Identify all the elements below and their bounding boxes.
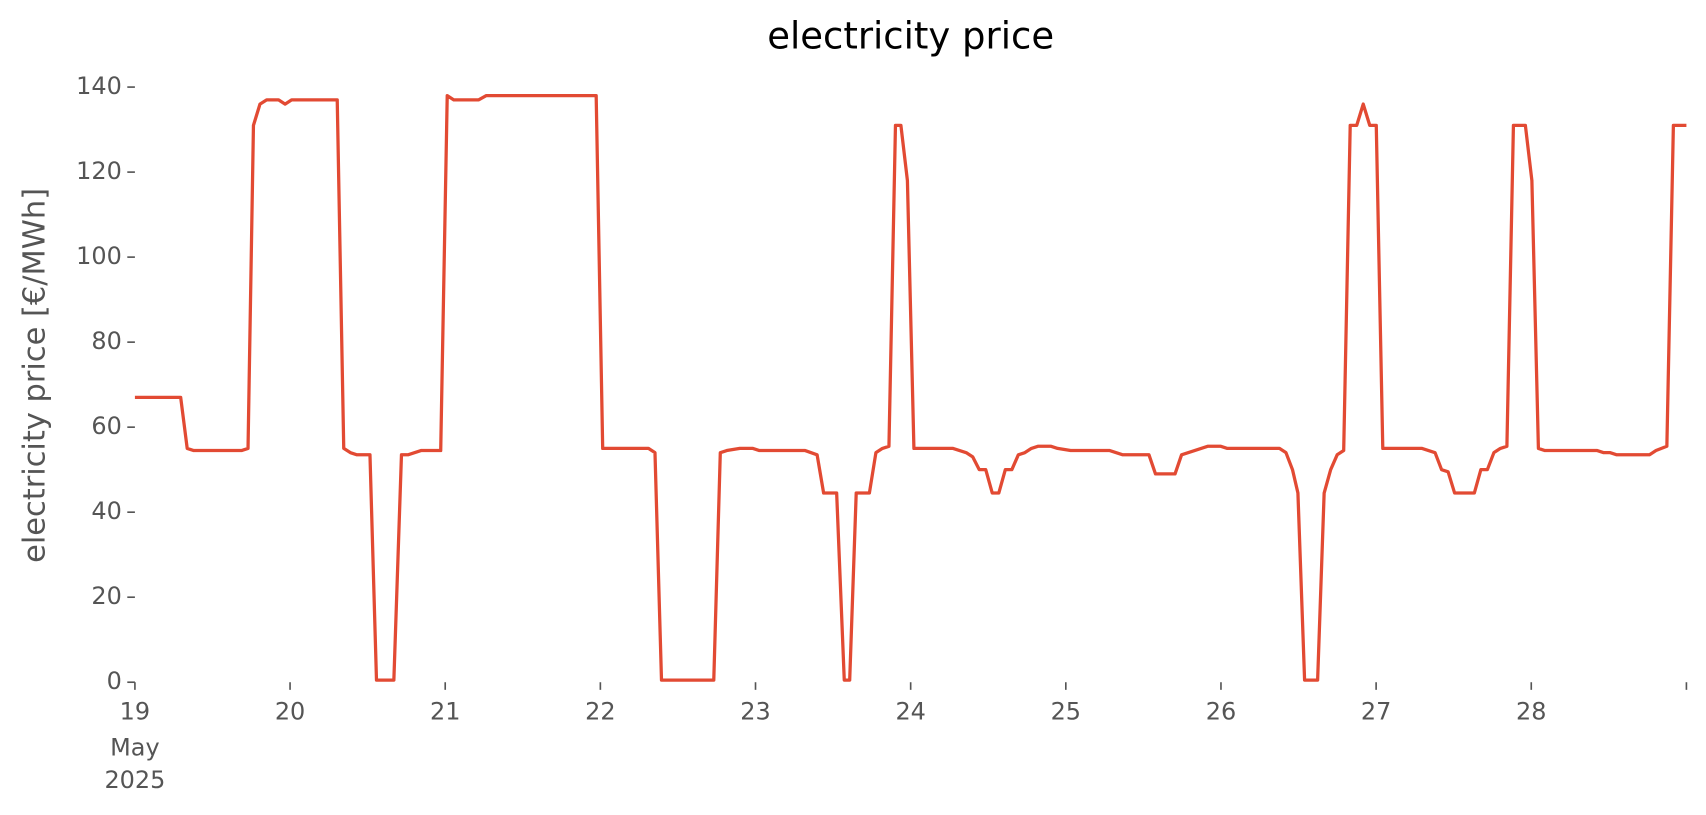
x-tick-label: 27 bbox=[1361, 698, 1391, 726]
y-tick-label: 100 bbox=[76, 242, 122, 270]
x-tick-label: 21 bbox=[430, 698, 460, 726]
y-axis-label: electricity price [€/MWh] bbox=[17, 188, 52, 563]
x-tick-label: 22 bbox=[585, 698, 615, 726]
chart-title: electricity price bbox=[767, 15, 1054, 58]
ticks bbox=[127, 86, 1688, 690]
y-tick-label: 0 bbox=[107, 667, 122, 695]
x-tick-label: 26 bbox=[1206, 698, 1236, 726]
y-tick-label: 120 bbox=[76, 157, 122, 185]
price-line bbox=[134, 93, 1687, 682]
y-tick-label: 80 bbox=[91, 327, 121, 355]
x-tick-label: 25 bbox=[1051, 698, 1081, 726]
x-tick-label: 28 bbox=[1516, 698, 1546, 726]
x-date-sublabel: 2025 bbox=[104, 766, 165, 794]
y-tick-label: 60 bbox=[91, 412, 121, 440]
y-tick-label: 20 bbox=[91, 582, 121, 610]
y-tick-label: 140 bbox=[76, 72, 122, 100]
x-date-sublabel: May bbox=[110, 734, 159, 762]
x-tick-label: 24 bbox=[895, 698, 925, 726]
x-tick-label: 23 bbox=[740, 698, 770, 726]
x-tick-label: 19 bbox=[120, 698, 150, 726]
y-tick-label: 40 bbox=[91, 497, 121, 525]
x-tick-label: 20 bbox=[275, 698, 305, 726]
